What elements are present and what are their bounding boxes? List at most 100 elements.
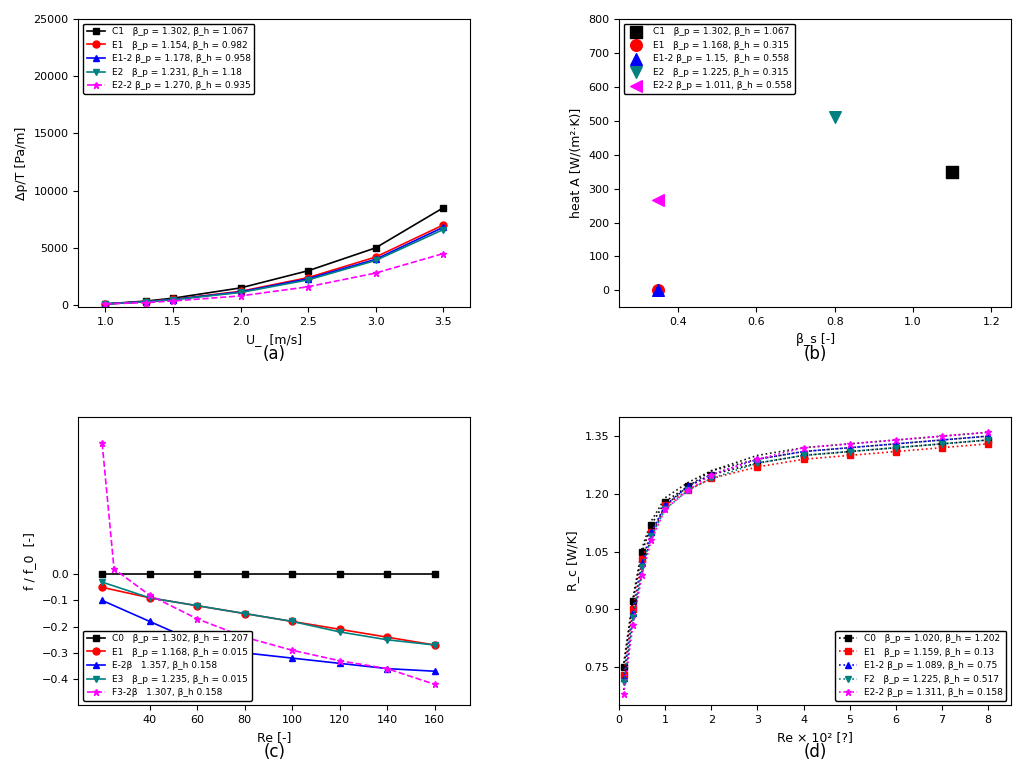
F2   β_p = 1.225, β_h = 0.517 bbox=[636, 562, 648, 571]
E1-2 β_p = 1.089, β_h = 0.75 bbox=[797, 447, 810, 456]
E1   β_p = 1.159, β_h = 0.13 bbox=[797, 455, 810, 464]
Line: F2   β_p = 1.225, β_h = 0.517: F2 β_p = 1.225, β_h = 0.517 bbox=[621, 437, 991, 686]
C0   β_p = 1.020, β_h = 1.202 bbox=[618, 662, 630, 672]
F3-2β   1.307, β_h 0.158 bbox=[381, 664, 393, 673]
F2   β_p = 1.225, β_h = 0.517 bbox=[797, 451, 810, 460]
E1   β_p = 1.168, β_h = 0.315 bbox=[650, 284, 667, 296]
C0   β_p = 1.020, β_h = 1.202 bbox=[751, 458, 763, 468]
E2   β_p = 1.231, β_h = 1.18 bbox=[100, 299, 112, 308]
E2   β_p = 1.231, β_h = 1.18 bbox=[167, 295, 180, 305]
Line: E1   β_p = 1.159, β_h = 0.13: E1 β_p = 1.159, β_h = 0.13 bbox=[621, 441, 991, 678]
E1   β_p = 1.159, β_h = 0.13 bbox=[618, 670, 630, 679]
X-axis label: Re × 10² [?]: Re × 10² [?] bbox=[777, 730, 853, 744]
Line: E1   β_p = 1.168, β_h = 0.015: E1 β_p = 1.168, β_h = 0.015 bbox=[98, 584, 438, 649]
Line: C0   β_p = 1.020, β_h = 1.202: C0 β_p = 1.020, β_h = 1.202 bbox=[621, 437, 991, 670]
E1   β_p = 1.159, β_h = 0.13 bbox=[751, 462, 763, 472]
C0   β_p = 1.020, β_h = 1.202 bbox=[936, 439, 948, 448]
F3-2β   1.307, β_h 0.158 bbox=[108, 564, 120, 574]
C1   β_p = 1.302, β_h = 1.067 bbox=[234, 283, 246, 292]
Line: E1-2 β_p = 1.178, β_h = 0.958: E1-2 β_p = 1.178, β_h = 0.958 bbox=[102, 224, 446, 308]
C0   β_p = 1.020, β_h = 1.202 bbox=[982, 435, 994, 444]
E-2β   1.357, β_h 0.158 bbox=[381, 664, 393, 673]
F3-2β   1.307, β_h 0.158 bbox=[238, 632, 250, 642]
Legend: C0   β_p = 1.020, β_h = 1.202, E1   β_p = 1.159, β_h = 0.13, E1-2 β_p = 1.089, β: C0 β_p = 1.020, β_h = 1.202, E1 β_p = 1.… bbox=[835, 631, 1007, 701]
Text: (d): (d) bbox=[803, 743, 827, 761]
E2-2 β_p = 1.011, β_h = 0.558 bbox=[650, 194, 667, 206]
E1   β_p = 1.168, β_h = 0.015 bbox=[96, 583, 109, 592]
F2   β_p = 1.225, β_h = 0.517 bbox=[982, 435, 994, 444]
E2-2 β_p = 1.311, β_h = 0.158 bbox=[705, 470, 717, 479]
E3   β_p = 1.235, β_h = 0.015 bbox=[333, 627, 346, 636]
E2-2 β_p = 1.270, β_h = 0.935 bbox=[140, 298, 152, 307]
E-2β   1.357, β_h 0.158 bbox=[144, 617, 156, 626]
X-axis label: U_  [m/s]: U_ [m/s] bbox=[246, 332, 303, 346]
C0   β_p = 1.020, β_h = 1.202 bbox=[890, 443, 902, 452]
Legend: C0   β_p = 1.302, β_h = 1.207, E1   β_p = 1.168, β_h = 0.015, E-2β   1.357, β_h : C0 β_p = 1.302, β_h = 1.207, E1 β_p = 1.… bbox=[83, 631, 251, 701]
E1-2 β_p = 1.178, β_h = 0.958 bbox=[167, 295, 180, 305]
E1   β_p = 1.159, β_h = 0.13 bbox=[645, 528, 658, 537]
Line: E2   β_p = 1.231, β_h = 1.18: E2 β_p = 1.231, β_h = 1.18 bbox=[102, 226, 446, 308]
C0   β_p = 1.020, β_h = 1.202 bbox=[797, 451, 810, 460]
E2-2 β_p = 1.270, β_h = 0.935 bbox=[302, 282, 314, 291]
C0   β_p = 1.020, β_h = 1.202 bbox=[659, 497, 671, 506]
E1-2 β_p = 1.089, β_h = 0.75 bbox=[636, 558, 648, 567]
E-2β   1.357, β_h 0.158 bbox=[429, 666, 441, 676]
F2   β_p = 1.225, β_h = 0.517 bbox=[645, 532, 658, 541]
C0   β_p = 1.302, β_h = 1.207 bbox=[333, 570, 346, 579]
E2-2 β_p = 1.311, β_h = 0.158 bbox=[797, 443, 810, 452]
E1   β_p = 1.168, β_h = 0.015 bbox=[238, 609, 250, 618]
E2   β_p = 1.231, β_h = 1.18 bbox=[234, 288, 246, 297]
F3-2β   1.307, β_h 0.158 bbox=[144, 591, 156, 600]
C0   β_p = 1.302, β_h = 1.207 bbox=[238, 570, 250, 579]
E1   β_p = 1.154, β_h = 0.982 bbox=[100, 299, 112, 308]
C0   β_p = 1.302, β_h = 1.207 bbox=[429, 570, 441, 579]
E3   β_p = 1.235, β_h = 0.015 bbox=[429, 640, 441, 649]
F2   β_p = 1.225, β_h = 0.517 bbox=[627, 612, 639, 621]
C0   β_p = 1.302, β_h = 1.207 bbox=[191, 570, 203, 579]
C0   β_p = 1.020, β_h = 1.202 bbox=[636, 547, 648, 556]
C0   β_p = 1.302, β_h = 1.207 bbox=[381, 570, 393, 579]
C0   β_p = 1.302, β_h = 1.207 bbox=[286, 570, 299, 579]
E2-2 β_p = 1.311, β_h = 0.158 bbox=[936, 431, 948, 441]
E1   β_p = 1.159, β_h = 0.13 bbox=[705, 474, 717, 483]
E1   β_p = 1.154, β_h = 0.982 bbox=[302, 273, 314, 282]
F2   β_p = 1.225, β_h = 0.517 bbox=[682, 485, 695, 495]
E1   β_p = 1.168, β_h = 0.015 bbox=[381, 632, 393, 642]
Legend: C1   β_p = 1.302, β_h = 1.067, E1   β_p = 1.168, β_h = 0.315, E1-2 β_p = 1.15,  : C1 β_p = 1.302, β_h = 1.067, E1 β_p = 1.… bbox=[624, 23, 795, 94]
E1   β_p = 1.159, β_h = 0.13 bbox=[936, 443, 948, 452]
E3   β_p = 1.235, β_h = 0.015 bbox=[238, 609, 250, 618]
Line: F3-2β   1.307, β_h 0.158: F3-2β 1.307, β_h 0.158 bbox=[98, 440, 438, 688]
E2-2 β_p = 1.270, β_h = 0.935 bbox=[234, 291, 246, 301]
E2-2 β_p = 1.270, β_h = 0.935 bbox=[100, 299, 112, 308]
E2   β_p = 1.231, β_h = 1.18 bbox=[302, 275, 314, 284]
C1   β_p = 1.302, β_h = 1.067 bbox=[100, 299, 112, 308]
F2   β_p = 1.225, β_h = 0.517 bbox=[890, 443, 902, 452]
E1-2 β_p = 1.089, β_h = 0.75 bbox=[618, 674, 630, 683]
E3   β_p = 1.235, β_h = 0.015 bbox=[381, 635, 393, 645]
E2   β_p = 1.231, β_h = 1.18 bbox=[140, 297, 152, 306]
E2-2 β_p = 1.270, β_h = 0.935 bbox=[369, 268, 382, 278]
C1   β_p = 1.302, β_h = 1.067 bbox=[140, 296, 152, 305]
E1   β_p = 1.168, β_h = 0.015 bbox=[144, 593, 156, 602]
E1   β_p = 1.154, β_h = 0.982 bbox=[234, 287, 246, 296]
E-2β   1.357, β_h 0.158 bbox=[238, 649, 250, 658]
F2   β_p = 1.225, β_h = 0.517 bbox=[843, 447, 856, 456]
E1-2 β_p = 1.089, β_h = 0.75 bbox=[843, 443, 856, 452]
C1   β_p = 1.302, β_h = 1.067 bbox=[369, 243, 382, 253]
E1-2 β_p = 1.178, β_h = 0.958 bbox=[234, 288, 246, 297]
C1   β_p = 1.302, β_h = 1.067 bbox=[167, 294, 180, 303]
E1   β_p = 1.159, β_h = 0.13 bbox=[843, 451, 856, 460]
E3   β_p = 1.235, β_h = 0.015 bbox=[144, 593, 156, 602]
Y-axis label: heat A [W/(m²·K)]: heat A [W/(m²·K)] bbox=[569, 108, 583, 218]
E1-2 β_p = 1.089, β_h = 0.75 bbox=[982, 431, 994, 441]
Line: E2-2 β_p = 1.270, β_h = 0.935: E2-2 β_p = 1.270, β_h = 0.935 bbox=[102, 250, 446, 308]
E2-2 β_p = 1.311, β_h = 0.158 bbox=[751, 455, 763, 464]
E2   β_p = 1.231, β_h = 1.18 bbox=[437, 225, 449, 234]
E1   β_p = 1.168, β_h = 0.015 bbox=[286, 617, 299, 626]
Line: C0   β_p = 1.302, β_h = 1.207: C0 β_p = 1.302, β_h = 1.207 bbox=[98, 570, 438, 577]
E1   β_p = 1.168, β_h = 0.015 bbox=[333, 625, 346, 634]
F3-2β   1.307, β_h 0.158 bbox=[333, 656, 346, 666]
Text: (a): (a) bbox=[263, 346, 286, 363]
E2   β_p = 1.225, β_h = 0.315 bbox=[827, 111, 843, 124]
C1   β_p = 1.302, β_h = 1.067 bbox=[944, 165, 960, 178]
